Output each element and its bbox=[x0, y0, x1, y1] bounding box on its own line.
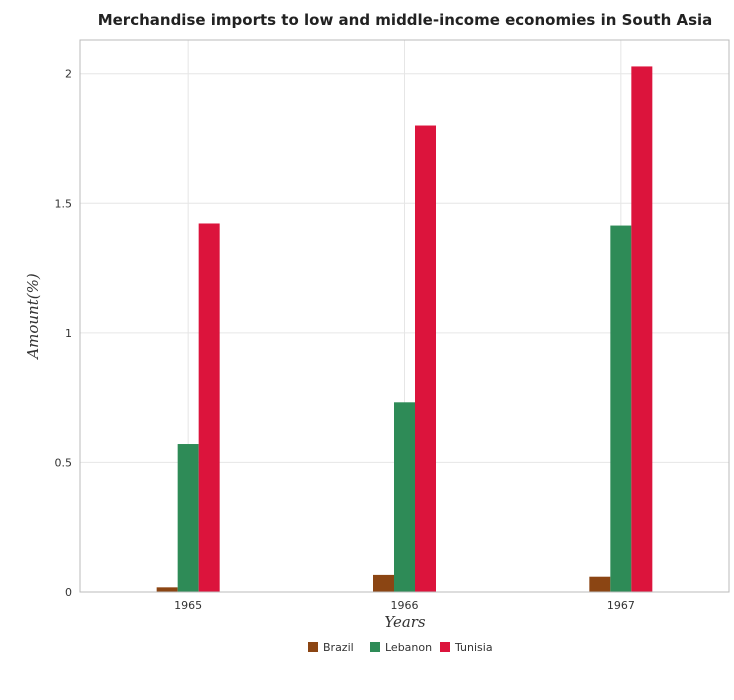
x-tick-label: 1965 bbox=[174, 599, 202, 612]
bars bbox=[156, 66, 653, 593]
bar-brazil-1966 bbox=[373, 574, 394, 592]
legend-label-tunisia: Tunisia bbox=[454, 641, 493, 654]
legend-label-lebanon: Lebanon bbox=[385, 641, 432, 654]
legend-swatch-lebanon bbox=[370, 642, 380, 652]
bar-tunisia-1967 bbox=[631, 66, 653, 593]
y-axis-ticks: 0 0.5 1 1.5 2 bbox=[55, 68, 73, 599]
y-tick-label: 0 bbox=[65, 586, 72, 599]
legend-label-brazil: Brazil bbox=[323, 641, 354, 654]
legend: Brazil Lebanon Tunisia bbox=[308, 641, 493, 654]
y-tick-label: 1.5 bbox=[55, 197, 73, 210]
y-tick-label: 2 bbox=[65, 68, 72, 81]
bar-brazil-1965 bbox=[156, 587, 178, 592]
chart-title: Merchandise imports to low and middle-in… bbox=[98, 11, 713, 29]
y-axis-title: Amount(%) bbox=[24, 273, 42, 361]
bar-lebanon-1967 bbox=[610, 225, 632, 592]
bar-brazil-1967 bbox=[589, 576, 611, 592]
x-tick-label: 1967 bbox=[607, 599, 635, 612]
bar-lebanon-1965 bbox=[177, 444, 199, 592]
bar-tunisia-1965 bbox=[198, 223, 220, 592]
x-axis-ticks: 1965 1966 1967 bbox=[174, 599, 635, 612]
y-tick-label: 0.5 bbox=[55, 456, 73, 469]
x-tick-label: 1966 bbox=[391, 599, 419, 612]
bar-lebanon-1966 bbox=[394, 402, 415, 592]
y-tick-label: 1 bbox=[65, 327, 72, 340]
legend-swatch-brazil bbox=[308, 642, 318, 652]
legend-swatch-tunisia bbox=[440, 642, 450, 652]
x-axis-title: Years bbox=[384, 613, 426, 631]
plot-frame bbox=[79, 39, 730, 593]
bar-tunisia-1966 bbox=[415, 125, 436, 593]
